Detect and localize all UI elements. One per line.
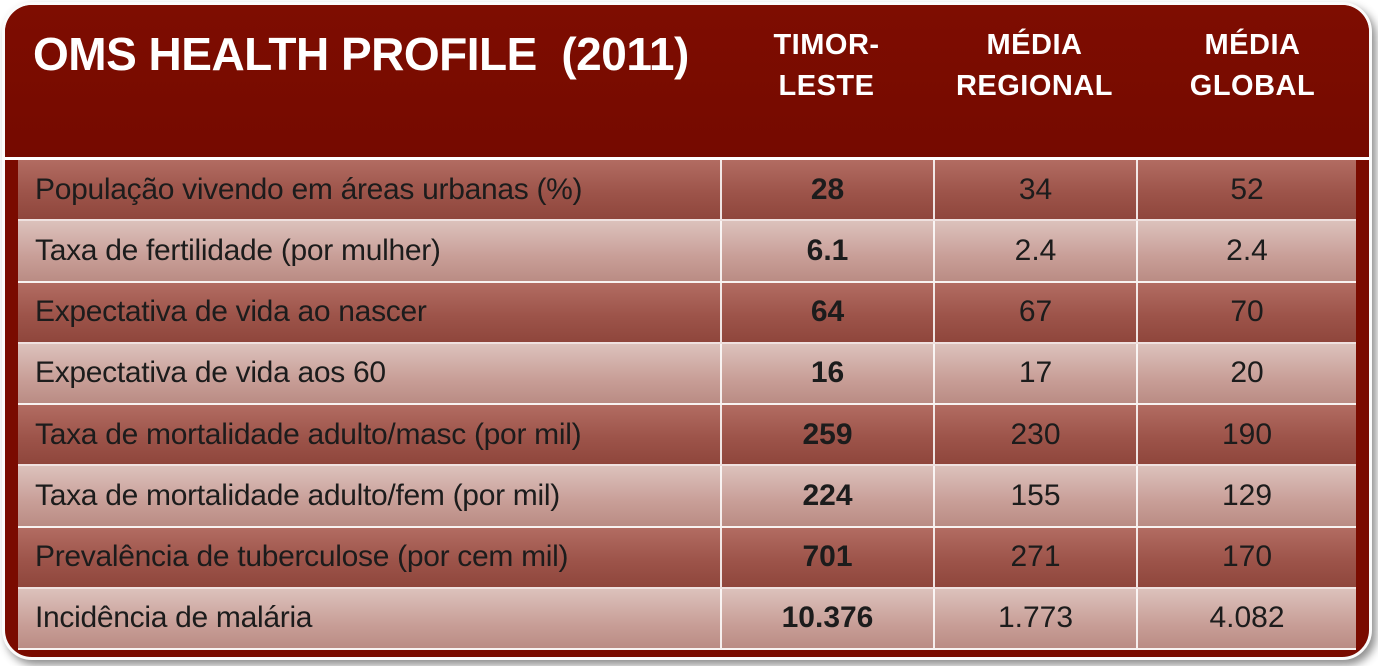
- table-row: Expectativa de vida ao nascer 64 67 70: [18, 282, 1356, 344]
- header-divider: [5, 157, 1369, 160]
- row-value-media-global: 2.4: [1136, 221, 1356, 281]
- row-value-media-global: 20: [1136, 343, 1356, 403]
- table-row: Prevalência de tuberculose (por cem mil)…: [18, 527, 1356, 589]
- row-label: Incidência de malária: [35, 601, 313, 635]
- row-label: Expectativa de vida aos 60: [35, 356, 386, 390]
- row-value-media-global: 4.082: [1136, 588, 1356, 648]
- table-row: Expectativa de vida aos 60 16 17 20: [18, 343, 1356, 405]
- table-row: Taxa de mortalidade adulto/masc (por mil…: [18, 405, 1356, 467]
- row-label: População vivendo em áreas urbanas (%): [35, 172, 583, 206]
- row-value-media-regional: 2.4: [933, 221, 1136, 281]
- row-value-media-global: 170: [1136, 527, 1356, 587]
- row-label: Expectativa de vida ao nascer: [35, 295, 427, 329]
- row-value-media-regional: 230: [933, 405, 1136, 465]
- row-value-media-regional: 67: [933, 282, 1136, 342]
- row-label: Taxa de mortalidade adulto/fem (por mil): [35, 478, 560, 512]
- row-value-timor-leste: 701: [720, 527, 933, 587]
- row-value-timor-leste: 16: [720, 343, 933, 403]
- row-value-timor-leste: 259: [720, 405, 933, 465]
- column-header-media-global: MÉDIA GLOBAL: [1189, 29, 1316, 102]
- row-value-timor-leste: 28: [720, 160, 933, 220]
- page-title: OMS HEALTH PROFILE (2011): [33, 28, 689, 80]
- table-header: OMS HEALTH PROFILE (2011) TIMOR- LESTE M…: [5, 5, 1369, 157]
- table-row: Taxa de fertilidade (por mulher) 6.1 2.4…: [18, 221, 1356, 283]
- column-header-timor-leste: TIMOR- LESTE: [773, 29, 880, 102]
- column-header-media-regional: MÉDIA REGIONAL: [955, 29, 1114, 102]
- row-value-media-global: 129: [1136, 466, 1356, 526]
- row-value-timor-leste: 6.1: [720, 221, 933, 281]
- row-value-timor-leste: 64: [720, 282, 933, 342]
- table-row: Incidência de malária 10.376 1.773 4.082: [18, 588, 1356, 650]
- row-value-media-global: 52: [1136, 160, 1356, 220]
- row-label: Taxa de fertilidade (por mulher): [35, 233, 441, 267]
- row-value-media-regional: 155: [933, 466, 1136, 526]
- row-label: Prevalência de tuberculose (por cem mil): [35, 540, 569, 574]
- row-value-media-regional: 271: [933, 527, 1136, 587]
- row-label: Taxa de mortalidade adulto/masc (por mil…: [35, 417, 582, 451]
- table-row: Taxa de mortalidade adulto/fem (por mil)…: [18, 466, 1356, 528]
- row-value-timor-leste: 224: [720, 466, 933, 526]
- row-value-media-global: 190: [1136, 405, 1356, 465]
- table-row: População vivendo em áreas urbanas (%) 2…: [18, 160, 1356, 222]
- row-value-media-regional: 34: [933, 160, 1136, 220]
- row-value-media-regional: 1.773: [933, 588, 1136, 648]
- row-value-timor-leste: 10.376: [720, 588, 933, 648]
- table-body: População vivendo em áreas urbanas (%) 2…: [5, 160, 1369, 657]
- row-value-media-regional: 17: [933, 343, 1136, 403]
- row-value-media-global: 70: [1136, 282, 1356, 342]
